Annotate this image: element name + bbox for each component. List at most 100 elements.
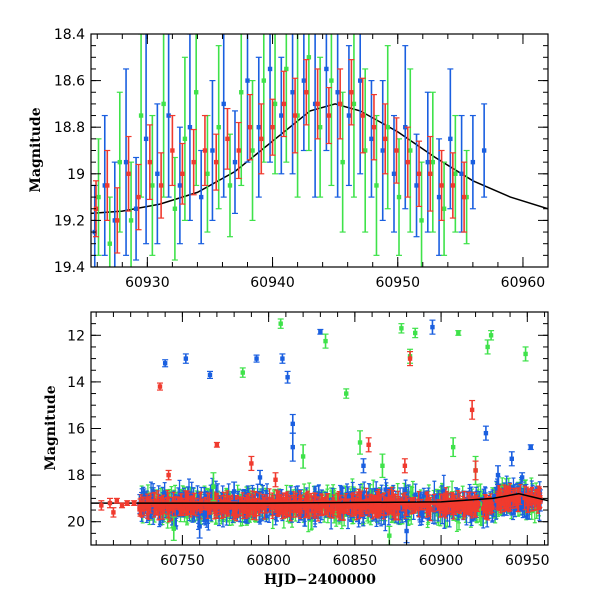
top-red-point — [135, 163, 142, 231]
bottom-cloud-point — [514, 494, 519, 509]
bottom-blue-point — [182, 353, 189, 364]
bottom-red-point — [401, 458, 408, 474]
bottom-x-tick-label: 60750 — [160, 553, 205, 569]
bottom-cloud-point — [473, 497, 478, 518]
bottom-cloud-point — [331, 497, 336, 506]
bottom-cloud-point — [188, 498, 193, 518]
bottom-blue-point — [519, 472, 526, 483]
bottom-data-marks — [91, 318, 548, 545]
bottom-cloud-point — [431, 493, 437, 513]
bottom-blue-point — [317, 328, 324, 335]
bottom-cloud-point — [186, 492, 191, 516]
bottom-cloud-point — [440, 494, 446, 518]
bottom-cloud-point — [178, 496, 183, 512]
top-red-point — [314, 68, 321, 140]
top-red-point — [461, 161, 468, 233]
top-red-point — [337, 68, 344, 140]
top-blue-point — [436, 138, 443, 256]
top-blue-point — [289, 34, 296, 175]
top-y-tick-label: 18.4 — [54, 27, 85, 43]
top-blue-point — [345, 45, 352, 187]
top-green-point — [429, 91, 436, 233]
bottom-cloud-point — [313, 497, 318, 516]
bottom-red-point — [98, 500, 105, 511]
top-y-axis-label: Magnitude — [28, 107, 44, 192]
bottom-x-tick-label: 60850 — [333, 553, 378, 569]
bottom-cloud-point — [402, 495, 408, 520]
top-x-tick-label: 60950 — [375, 275, 420, 291]
top-red-point — [247, 93, 254, 161]
bottom-y-tick-label: 14 — [67, 375, 85, 391]
bottom-blue-point — [257, 469, 264, 486]
top-red-point — [201, 114, 208, 187]
top-blue-point — [424, 91, 431, 233]
bottom-red-point — [156, 382, 163, 391]
bottom-red-point — [472, 460, 479, 481]
top-panel: 60930 60940 60950 60960 18.4 18.6 18.8 19 19.2 19… — [28, 27, 549, 291]
top-green-point — [283, 34, 290, 163]
top-y-tick-label: 19.4 — [54, 260, 85, 276]
bottom-green-point — [522, 346, 529, 362]
top-red-point — [348, 59, 355, 126]
top-green-point — [407, 68, 414, 233]
top-blue-point — [481, 103, 488, 198]
top-blue-point — [334, 34, 341, 198]
top-blue-point — [413, 133, 420, 238]
bottom-green-point — [488, 330, 495, 341]
bottom-green-point — [357, 430, 364, 455]
bottom-cloud-point — [320, 494, 325, 517]
top-axis-ticks: 60930 60940 60950 60960 18.4 18.6 18.8 19 19.2 19… — [54, 27, 549, 291]
top-blue-point — [447, 68, 454, 210]
bottom-blue-point — [253, 354, 260, 363]
bottom-cloud-point — [481, 500, 486, 518]
bottom-cloud-point — [406, 484, 411, 518]
bottom-cloud-point — [278, 494, 284, 515]
top-red-point — [179, 142, 186, 205]
bottom-blue-point — [360, 458, 367, 474]
top-green-point — [463, 149, 470, 245]
top-green-point — [350, 34, 357, 198]
top-red-point — [269, 98, 276, 156]
top-green-point — [238, 34, 245, 187]
top-blue-point — [244, 34, 251, 163]
bottom-blue-point — [289, 413, 296, 434]
top-data-marks — [91, 34, 548, 267]
top-green-point — [294, 34, 301, 198]
top-x-tick-label: 60940 — [250, 275, 295, 291]
top-red-point — [292, 77, 299, 154]
top-blue-point — [469, 114, 476, 210]
bottom-red-point — [165, 469, 172, 481]
bottom-cloud-point — [501, 489, 507, 513]
top-red-point — [427, 135, 434, 212]
top-red-point — [235, 121, 242, 180]
bottom-red-point — [272, 472, 279, 488]
bottom-cloud-point — [141, 498, 147, 517]
top-green-point — [452, 114, 459, 233]
bottom-cloud-point — [444, 490, 450, 515]
top-blue-point — [368, 79, 375, 198]
bottom-cloud-point — [309, 495, 315, 514]
bottom-cloud-point — [324, 501, 329, 513]
bottom-cloud-point — [252, 497, 257, 511]
bottom-cloud-point — [214, 494, 220, 519]
bottom-green-point — [484, 339, 491, 355]
top-blue-point — [267, 34, 274, 163]
bottom-cloud-point — [341, 498, 346, 512]
bottom-green-point — [210, 472, 217, 502]
top-y-tick-label: 19 — [67, 167, 85, 183]
top-blue-point — [101, 114, 108, 256]
bottom-panel: 60750 60800 60850 60900 60950 12 14 16 18 20 Magn… — [43, 311, 550, 588]
top-green-point — [181, 56, 188, 221]
top-red-point — [146, 124, 153, 201]
bottom-cloud-point — [156, 493, 161, 521]
bottom-blue-point — [482, 425, 489, 441]
bottom-blue-point — [289, 432, 296, 462]
bottom-cloud-point — [246, 492, 252, 516]
bottom-cloud-point — [303, 493, 308, 518]
bottom-y-tick-label: 20 — [67, 515, 85, 531]
bottom-red-point — [469, 399, 476, 420]
top-green-point — [249, 79, 256, 221]
top-red-point — [125, 135, 132, 212]
top-green-point — [305, 34, 312, 152]
